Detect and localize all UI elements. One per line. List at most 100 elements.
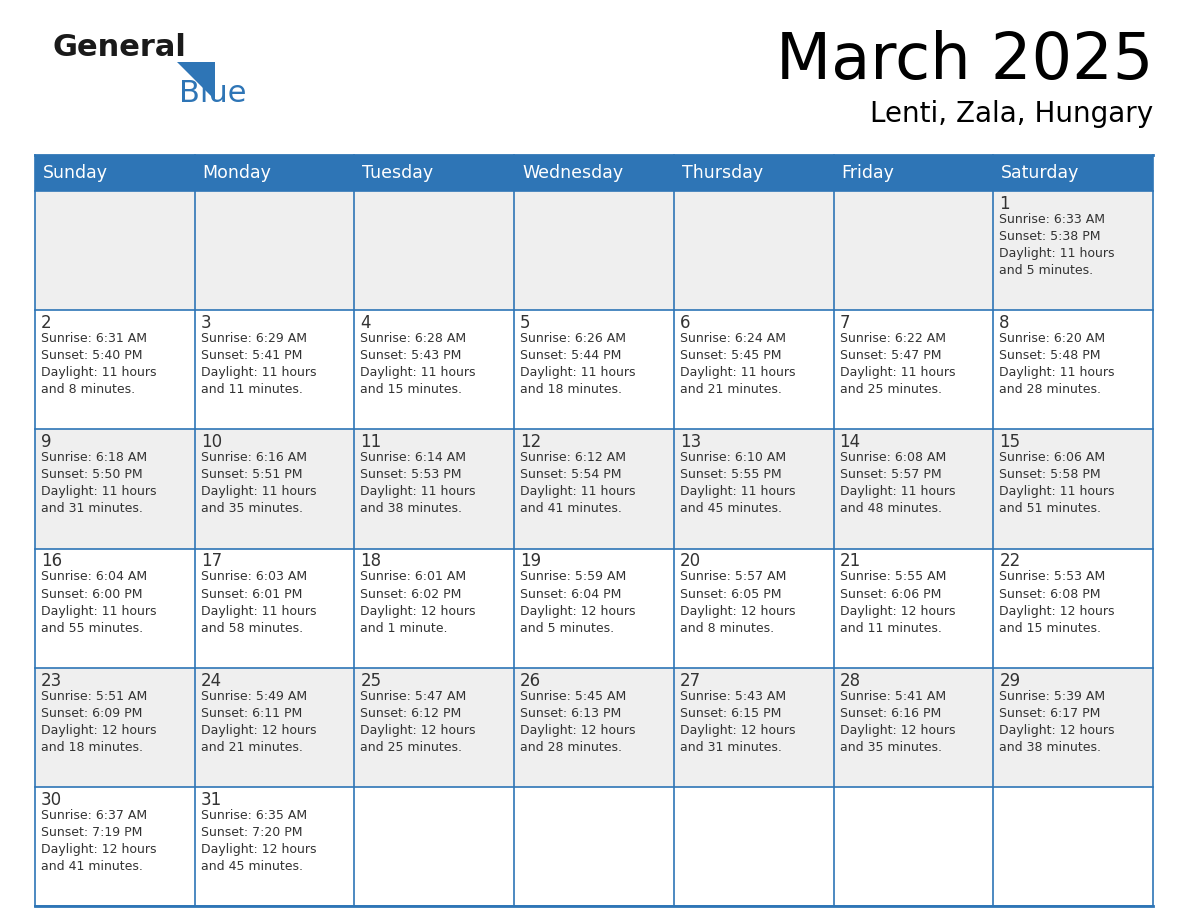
Bar bbox=[195, 310, 354, 430]
Text: Sunrise: 6:18 AM: Sunrise: 6:18 AM bbox=[42, 452, 147, 465]
Bar bbox=[514, 191, 674, 310]
Text: Friday: Friday bbox=[841, 164, 895, 182]
Bar bbox=[34, 310, 195, 430]
Bar bbox=[34, 191, 195, 310]
Bar bbox=[514, 430, 674, 548]
Text: and 28 minutes.: and 28 minutes. bbox=[999, 383, 1101, 397]
Text: Sunrise: 6:01 AM: Sunrise: 6:01 AM bbox=[360, 570, 467, 584]
Text: March 2025: March 2025 bbox=[776, 30, 1154, 92]
Text: Sunrise: 6:12 AM: Sunrise: 6:12 AM bbox=[520, 452, 626, 465]
Text: and 1 minute.: and 1 minute. bbox=[360, 621, 448, 634]
Text: Daylight: 12 hours: Daylight: 12 hours bbox=[840, 723, 955, 736]
Text: 1: 1 bbox=[999, 195, 1010, 213]
Bar bbox=[834, 787, 993, 906]
Text: Sunset: 6:09 PM: Sunset: 6:09 PM bbox=[42, 707, 143, 720]
Text: 27: 27 bbox=[680, 672, 701, 689]
Text: and 41 minutes.: and 41 minutes. bbox=[42, 860, 143, 873]
Text: Sunrise: 6:31 AM: Sunrise: 6:31 AM bbox=[42, 332, 147, 345]
Text: Sunset: 5:45 PM: Sunset: 5:45 PM bbox=[680, 349, 782, 363]
Bar bbox=[34, 548, 195, 667]
Text: and 15 minutes.: and 15 minutes. bbox=[360, 383, 462, 397]
Text: and 5 minutes.: and 5 minutes. bbox=[999, 264, 1093, 277]
Text: Daylight: 12 hours: Daylight: 12 hours bbox=[520, 604, 636, 618]
Text: 25: 25 bbox=[360, 672, 381, 689]
Text: 20: 20 bbox=[680, 553, 701, 570]
Text: 24: 24 bbox=[201, 672, 222, 689]
Text: and 35 minutes.: and 35 minutes. bbox=[840, 741, 942, 754]
Text: Sunrise: 5:55 AM: Sunrise: 5:55 AM bbox=[840, 570, 946, 584]
Text: Daylight: 11 hours: Daylight: 11 hours bbox=[840, 486, 955, 498]
Text: Sunrise: 6:29 AM: Sunrise: 6:29 AM bbox=[201, 332, 307, 345]
Text: Sunset: 6:15 PM: Sunset: 6:15 PM bbox=[680, 707, 782, 720]
Text: 21: 21 bbox=[840, 553, 861, 570]
Bar bbox=[195, 667, 354, 787]
Text: Daylight: 12 hours: Daylight: 12 hours bbox=[999, 723, 1114, 736]
Bar bbox=[34, 787, 195, 906]
Text: Sunrise: 5:51 AM: Sunrise: 5:51 AM bbox=[42, 689, 147, 702]
Text: and 45 minutes.: and 45 minutes. bbox=[201, 860, 303, 873]
Text: and 48 minutes.: and 48 minutes. bbox=[840, 502, 942, 515]
Text: Sunrise: 6:26 AM: Sunrise: 6:26 AM bbox=[520, 332, 626, 345]
Bar bbox=[514, 787, 674, 906]
Text: Sunset: 5:51 PM: Sunset: 5:51 PM bbox=[201, 468, 302, 481]
Text: and 38 minutes.: and 38 minutes. bbox=[360, 502, 462, 515]
Text: Sunrise: 6:06 AM: Sunrise: 6:06 AM bbox=[999, 452, 1105, 465]
Text: Sunrise: 5:53 AM: Sunrise: 5:53 AM bbox=[999, 570, 1106, 584]
Text: 19: 19 bbox=[520, 553, 542, 570]
Text: Sunrise: 5:49 AM: Sunrise: 5:49 AM bbox=[201, 689, 307, 702]
Bar bbox=[195, 155, 354, 191]
Bar bbox=[354, 310, 514, 430]
Text: Tuesday: Tuesday bbox=[362, 164, 434, 182]
Text: and 11 minutes.: and 11 minutes. bbox=[840, 621, 941, 634]
Text: Sunrise: 6:16 AM: Sunrise: 6:16 AM bbox=[201, 452, 307, 465]
Text: Daylight: 12 hours: Daylight: 12 hours bbox=[520, 723, 636, 736]
Text: Sunset: 5:58 PM: Sunset: 5:58 PM bbox=[999, 468, 1101, 481]
Text: Sunset: 5:38 PM: Sunset: 5:38 PM bbox=[999, 230, 1101, 243]
Bar bbox=[834, 430, 993, 548]
Bar bbox=[354, 430, 514, 548]
Text: and 5 minutes.: and 5 minutes. bbox=[520, 621, 614, 634]
Text: Sunset: 5:40 PM: Sunset: 5:40 PM bbox=[42, 349, 143, 363]
Text: Sunset: 5:54 PM: Sunset: 5:54 PM bbox=[520, 468, 621, 481]
Text: Sunrise: 6:35 AM: Sunrise: 6:35 AM bbox=[201, 809, 307, 822]
Bar bbox=[514, 667, 674, 787]
Text: Sunset: 5:41 PM: Sunset: 5:41 PM bbox=[201, 349, 302, 363]
Text: 11: 11 bbox=[360, 433, 381, 452]
Text: Daylight: 11 hours: Daylight: 11 hours bbox=[999, 366, 1114, 379]
Text: Daylight: 11 hours: Daylight: 11 hours bbox=[42, 486, 157, 498]
Text: Daylight: 11 hours: Daylight: 11 hours bbox=[42, 366, 157, 379]
Text: Sunrise: 6:20 AM: Sunrise: 6:20 AM bbox=[999, 332, 1105, 345]
Text: Sunset: 6:05 PM: Sunset: 6:05 PM bbox=[680, 588, 782, 600]
Text: Sunrise: 5:43 AM: Sunrise: 5:43 AM bbox=[680, 689, 786, 702]
Text: and 58 minutes.: and 58 minutes. bbox=[201, 621, 303, 634]
Text: 6: 6 bbox=[680, 314, 690, 332]
Text: 10: 10 bbox=[201, 433, 222, 452]
Text: 13: 13 bbox=[680, 433, 701, 452]
Text: Sunset: 5:55 PM: Sunset: 5:55 PM bbox=[680, 468, 782, 481]
Text: 15: 15 bbox=[999, 433, 1020, 452]
Text: 30: 30 bbox=[42, 790, 62, 809]
Text: and 41 minutes.: and 41 minutes. bbox=[520, 502, 623, 515]
Text: Daylight: 12 hours: Daylight: 12 hours bbox=[42, 723, 157, 736]
Bar bbox=[993, 155, 1154, 191]
Bar bbox=[195, 430, 354, 548]
Text: 29: 29 bbox=[999, 672, 1020, 689]
Text: Daylight: 12 hours: Daylight: 12 hours bbox=[680, 604, 795, 618]
Text: and 21 minutes.: and 21 minutes. bbox=[201, 741, 303, 754]
Text: 31: 31 bbox=[201, 790, 222, 809]
Bar bbox=[674, 155, 834, 191]
Polygon shape bbox=[177, 62, 215, 100]
Bar bbox=[993, 191, 1154, 310]
Text: Sunrise: 6:37 AM: Sunrise: 6:37 AM bbox=[42, 809, 147, 822]
Text: Sunrise: 6:33 AM: Sunrise: 6:33 AM bbox=[999, 213, 1105, 226]
Text: Sunset: 6:02 PM: Sunset: 6:02 PM bbox=[360, 588, 462, 600]
Bar bbox=[514, 548, 674, 667]
Text: Daylight: 11 hours: Daylight: 11 hours bbox=[201, 486, 316, 498]
Text: and 11 minutes.: and 11 minutes. bbox=[201, 383, 303, 397]
Bar bbox=[834, 155, 993, 191]
Text: Daylight: 11 hours: Daylight: 11 hours bbox=[520, 486, 636, 498]
Text: and 28 minutes.: and 28 minutes. bbox=[520, 741, 623, 754]
Bar bbox=[514, 155, 674, 191]
Text: Lenti, Zala, Hungary: Lenti, Zala, Hungary bbox=[870, 100, 1154, 128]
Text: Sunrise: 6:04 AM: Sunrise: 6:04 AM bbox=[42, 570, 147, 584]
